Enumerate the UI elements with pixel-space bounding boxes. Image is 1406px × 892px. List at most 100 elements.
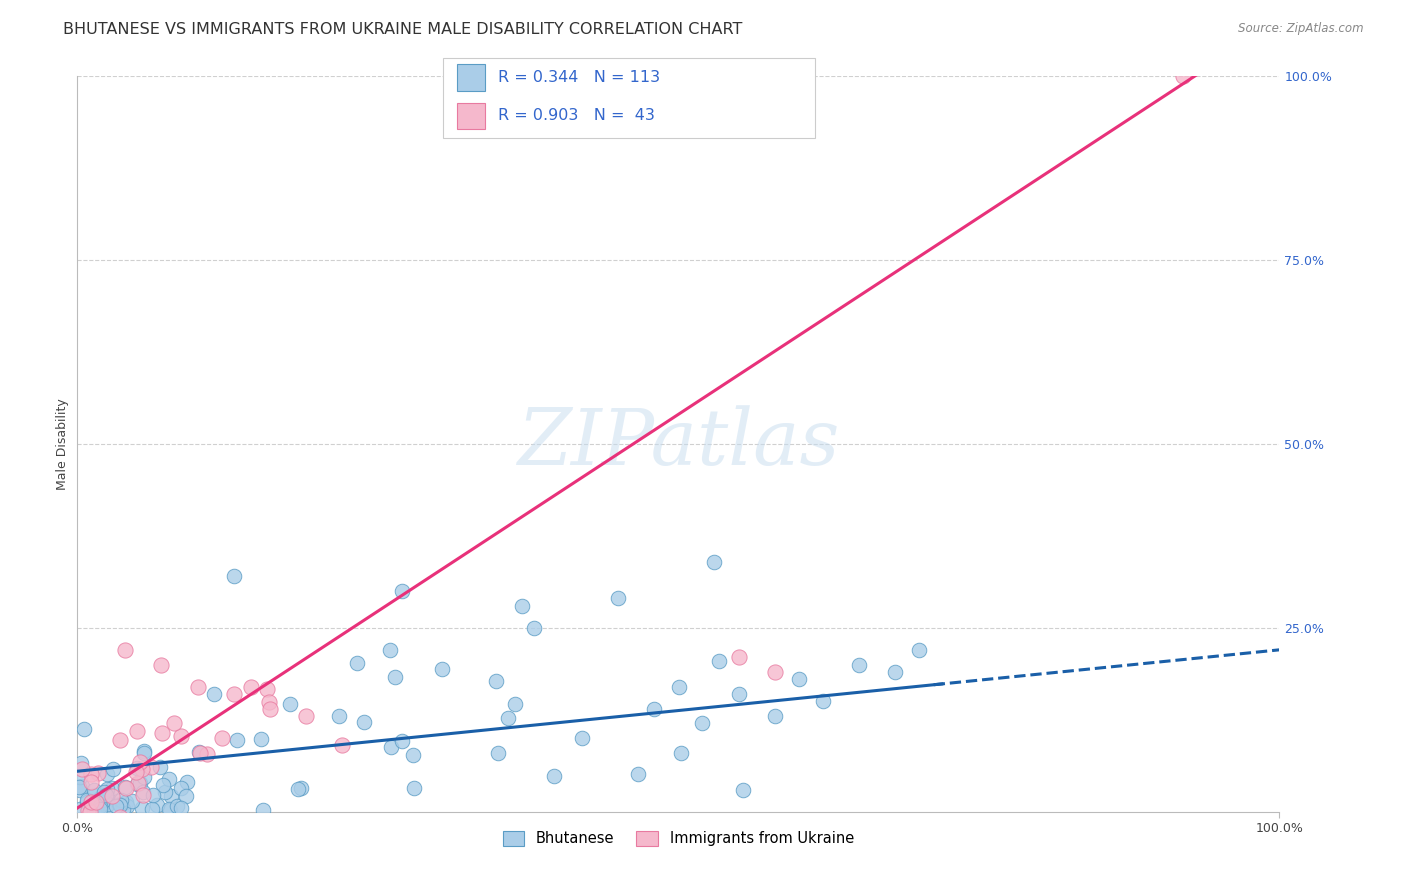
Point — [256, 681, 278, 696]
Point — [83, 783, 105, 797]
Point — [125, 761, 148, 775]
Point — [97, 847, 120, 861]
Point — [170, 780, 193, 795]
Point — [811, 694, 834, 708]
Point — [131, 762, 153, 776]
Point — [89, 790, 111, 805]
Legend: Bhutanese, Immigrants from Ukraine: Bhutanese, Immigrants from Ukraine — [496, 825, 860, 852]
Point — [159, 789, 181, 803]
Point — [115, 795, 138, 809]
Point — [668, 680, 690, 694]
Point — [787, 673, 810, 687]
Point — [166, 799, 188, 814]
Point — [72, 763, 94, 777]
Point — [73, 722, 96, 736]
Point — [101, 789, 124, 804]
Point — [90, 846, 112, 860]
Point — [391, 584, 413, 599]
Text: ZIPatlas: ZIPatlas — [517, 406, 839, 482]
Point — [80, 774, 103, 789]
Point — [127, 723, 149, 738]
Point — [607, 591, 630, 606]
Point — [110, 793, 132, 807]
Point — [150, 725, 173, 739]
Point — [89, 799, 111, 814]
Point — [70, 779, 93, 793]
Point — [908, 642, 931, 657]
Point — [402, 748, 425, 763]
Point — [96, 782, 118, 797]
Point — [90, 797, 112, 811]
Point — [73, 846, 96, 860]
Point — [87, 766, 110, 780]
Point — [157, 802, 180, 816]
Point — [131, 800, 153, 814]
Point — [94, 803, 117, 817]
Point — [101, 780, 124, 795]
Point — [571, 731, 593, 746]
Point — [94, 788, 117, 802]
Point — [430, 662, 453, 676]
Point — [523, 621, 546, 635]
Point — [222, 687, 245, 701]
Point — [83, 804, 105, 818]
Point — [108, 733, 131, 747]
Point — [77, 803, 100, 817]
Point — [174, 789, 197, 803]
Point — [278, 698, 301, 712]
Point — [128, 776, 150, 790]
Point — [110, 826, 132, 840]
Point — [727, 687, 749, 701]
Y-axis label: Male Disability: Male Disability — [56, 398, 69, 490]
Point — [170, 801, 193, 815]
Point — [83, 799, 105, 814]
Point — [82, 797, 104, 812]
Point — [132, 788, 155, 802]
Point — [67, 780, 90, 794]
Point — [290, 781, 312, 796]
Point — [129, 756, 152, 770]
Point — [76, 841, 98, 855]
Text: BHUTANESE VS IMMIGRANTS FROM UKRAINE MALE DISABILITY CORRELATION CHART: BHUTANESE VS IMMIGRANTS FROM UKRAINE MAL… — [63, 22, 742, 37]
Point — [72, 830, 94, 844]
Text: R = 0.344   N = 113: R = 0.344 N = 113 — [498, 70, 659, 85]
Point — [294, 709, 316, 723]
Point — [125, 776, 148, 790]
Point — [107, 797, 129, 811]
Point — [727, 650, 749, 665]
Point — [153, 785, 176, 799]
Point — [330, 739, 353, 753]
Point — [108, 810, 131, 824]
Point — [125, 764, 148, 779]
Point — [93, 785, 115, 799]
Point — [883, 665, 905, 679]
Point — [97, 797, 120, 811]
Point — [101, 762, 124, 776]
Point — [80, 767, 103, 781]
Point — [69, 802, 91, 816]
Point — [543, 769, 565, 783]
Point — [763, 709, 786, 723]
Point — [111, 839, 134, 854]
Point — [643, 701, 665, 715]
Point — [188, 745, 211, 759]
Point — [257, 696, 280, 710]
Point — [129, 776, 152, 790]
Point — [141, 802, 163, 816]
Point — [100, 821, 122, 835]
Point — [96, 767, 118, 781]
Point — [83, 789, 105, 803]
Point — [115, 780, 138, 795]
Point — [150, 657, 173, 672]
Point — [69, 770, 91, 784]
Point — [80, 795, 103, 809]
Point — [93, 793, 115, 807]
Point — [176, 775, 198, 789]
Point — [114, 642, 136, 657]
Point — [152, 779, 174, 793]
Point — [384, 670, 406, 684]
Point — [148, 760, 170, 774]
Point — [703, 554, 725, 569]
Point — [692, 716, 714, 731]
Point — [134, 746, 156, 760]
